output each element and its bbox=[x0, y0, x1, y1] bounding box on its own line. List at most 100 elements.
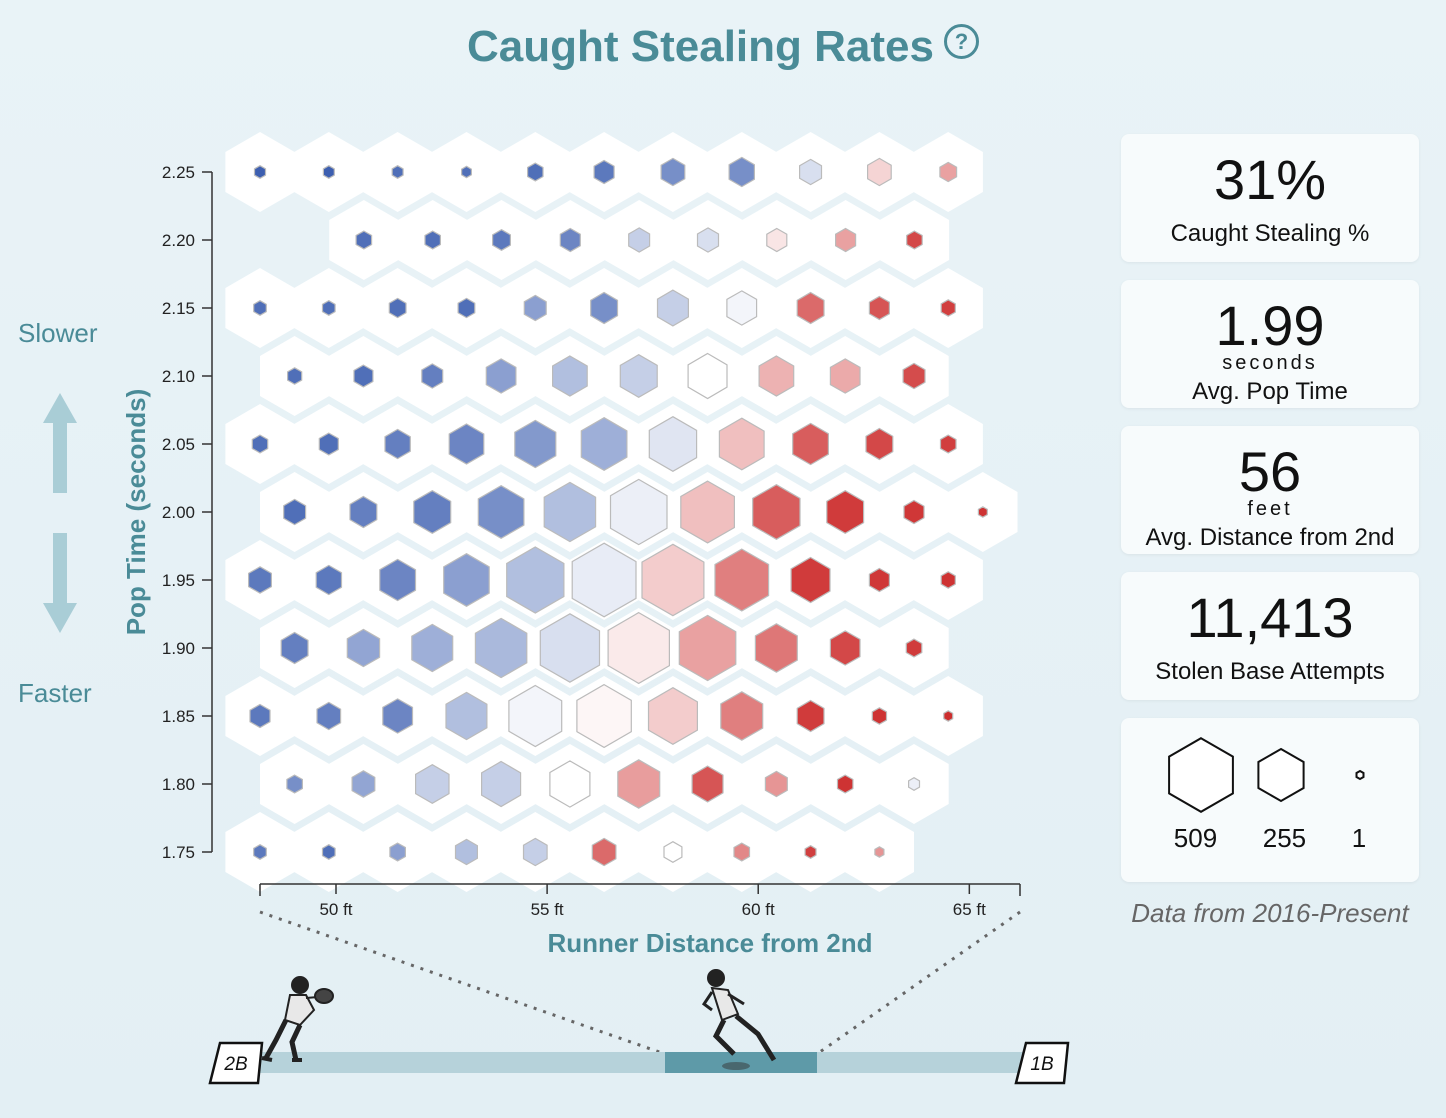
hex-cell[interactable] bbox=[457, 297, 476, 319]
hex-cell[interactable] bbox=[549, 760, 591, 808]
hex-cell[interactable] bbox=[445, 691, 488, 741]
hex-cell[interactable] bbox=[865, 427, 894, 461]
hex-cell[interactable] bbox=[607, 611, 671, 685]
hex-cell[interactable] bbox=[576, 683, 632, 749]
hex-cell[interactable] bbox=[523, 294, 547, 322]
hex-cell[interactable] bbox=[514, 419, 557, 469]
hex-cells[interactable] bbox=[248, 156, 988, 867]
hex-cell[interactable] bbox=[834, 227, 857, 253]
hex-cell[interactable] bbox=[251, 434, 269, 454]
hex-cell[interactable] bbox=[752, 484, 801, 540]
hex-cell[interactable] bbox=[902, 362, 926, 390]
hex-cell[interactable] bbox=[382, 698, 414, 734]
hex-cell[interactable] bbox=[322, 165, 335, 179]
hex-cell[interactable] bbox=[906, 230, 923, 250]
hex-cell[interactable] bbox=[287, 367, 303, 385]
hex-cell[interactable] bbox=[903, 499, 925, 525]
hex-cell[interactable] bbox=[796, 291, 825, 325]
hex-cell[interactable] bbox=[628, 227, 651, 253]
hex-cell[interactable] bbox=[351, 770, 376, 798]
hex-cell[interactable] bbox=[836, 774, 854, 794]
hex-cell[interactable] bbox=[868, 295, 891, 321]
hex-cell[interactable] bbox=[718, 417, 765, 471]
hex-cell[interactable] bbox=[321, 844, 336, 860]
hex-cell[interactable] bbox=[280, 631, 309, 665]
hex-cell[interactable] bbox=[321, 300, 336, 316]
hex-cell[interactable] bbox=[792, 422, 830, 466]
hex-cell[interactable] bbox=[874, 846, 885, 858]
hex-cell[interactable] bbox=[829, 630, 861, 666]
hex-cell[interactable] bbox=[648, 416, 698, 472]
hex-cell[interactable] bbox=[766, 227, 788, 253]
hex-cell[interactable] bbox=[798, 158, 823, 186]
hex-cell[interactable] bbox=[283, 498, 307, 526]
hex-cell[interactable] bbox=[641, 543, 705, 617]
hex-cell[interactable] bbox=[543, 481, 597, 543]
hex-cell[interactable] bbox=[474, 617, 528, 679]
hex-cell[interactable] bbox=[691, 765, 724, 803]
hex-cell[interactable] bbox=[619, 354, 658, 398]
question-circle-icon[interactable]: ? bbox=[943, 24, 979, 59]
hex-cell[interactable] bbox=[868, 567, 891, 593]
hex-cell[interactable] bbox=[796, 699, 825, 733]
hex-cell[interactable] bbox=[388, 297, 407, 319]
hex-cell[interactable] bbox=[318, 432, 339, 456]
hex-cell[interactable] bbox=[481, 760, 522, 808]
hex-cell[interactable] bbox=[353, 364, 374, 388]
hex-cell[interactable] bbox=[355, 230, 373, 250]
hex-cell[interactable] bbox=[349, 495, 378, 529]
hex-cell[interactable] bbox=[647, 687, 699, 745]
hex-cell[interactable] bbox=[733, 842, 751, 862]
hex-cell[interactable] bbox=[526, 162, 544, 182]
hex-cell[interactable] bbox=[485, 358, 517, 394]
hex-cell[interactable] bbox=[286, 774, 303, 794]
hex-cell[interactable] bbox=[696, 227, 720, 253]
hex-cell[interactable] bbox=[249, 703, 271, 729]
hex-cell[interactable] bbox=[656, 289, 690, 327]
hex-cell[interactable] bbox=[660, 157, 686, 187]
hex-cell[interactable] bbox=[522, 837, 548, 867]
hex-cell[interactable] bbox=[829, 358, 861, 394]
hex-cell[interactable] bbox=[764, 770, 788, 798]
hex-cell[interactable] bbox=[580, 417, 628, 471]
hex-cell[interactable] bbox=[617, 759, 661, 809]
hex-cell[interactable] bbox=[591, 837, 617, 867]
hex-cell[interactable] bbox=[448, 423, 485, 465]
hex-cell[interactable] bbox=[253, 844, 267, 860]
hex-cell[interactable] bbox=[443, 553, 490, 607]
hex-cell[interactable] bbox=[253, 165, 267, 179]
hex-cell[interactable] bbox=[421, 363, 444, 389]
hex-cell[interactable] bbox=[389, 842, 406, 862]
hex-cell[interactable] bbox=[461, 165, 472, 179]
hex-cell[interactable] bbox=[539, 613, 601, 683]
hex-cell[interactable] bbox=[905, 638, 923, 658]
hex-cell[interactable] bbox=[571, 542, 637, 618]
hex-cell[interactable] bbox=[939, 161, 958, 183]
hex-cell[interactable] bbox=[714, 548, 770, 612]
hex-cell[interactable] bbox=[411, 623, 454, 673]
hex-cell[interactable] bbox=[728, 156, 756, 188]
hex-cell[interactable] bbox=[492, 229, 511, 251]
hex-cell[interactable] bbox=[316, 701, 342, 731]
hex-cell[interactable] bbox=[790, 556, 831, 604]
hex-cell[interactable] bbox=[940, 571, 956, 589]
hex-cell[interactable] bbox=[754, 623, 798, 673]
hex-cell[interactable] bbox=[678, 614, 737, 682]
hex-cell[interactable] bbox=[413, 490, 452, 534]
hex-cell[interactable] bbox=[346, 628, 381, 668]
hex-cell[interactable] bbox=[379, 558, 417, 602]
hex-cell[interactable] bbox=[590, 291, 619, 325]
hex-cell[interactable] bbox=[866, 157, 892, 187]
hex-cell[interactable] bbox=[454, 838, 478, 866]
hex-cell[interactable] bbox=[391, 165, 404, 179]
hex-cell[interactable] bbox=[977, 506, 988, 518]
hex-cell[interactable] bbox=[939, 434, 957, 454]
hex-cell[interactable] bbox=[687, 352, 728, 400]
hex-cell[interactable] bbox=[508, 684, 563, 748]
hex-cell[interactable] bbox=[804, 845, 817, 859]
hex-cell[interactable] bbox=[551, 355, 588, 397]
hex-cell[interactable] bbox=[253, 300, 267, 316]
hex-cell[interactable] bbox=[826, 490, 865, 534]
hex-cell[interactable] bbox=[726, 290, 758, 326]
hex-cell[interactable] bbox=[940, 299, 956, 317]
